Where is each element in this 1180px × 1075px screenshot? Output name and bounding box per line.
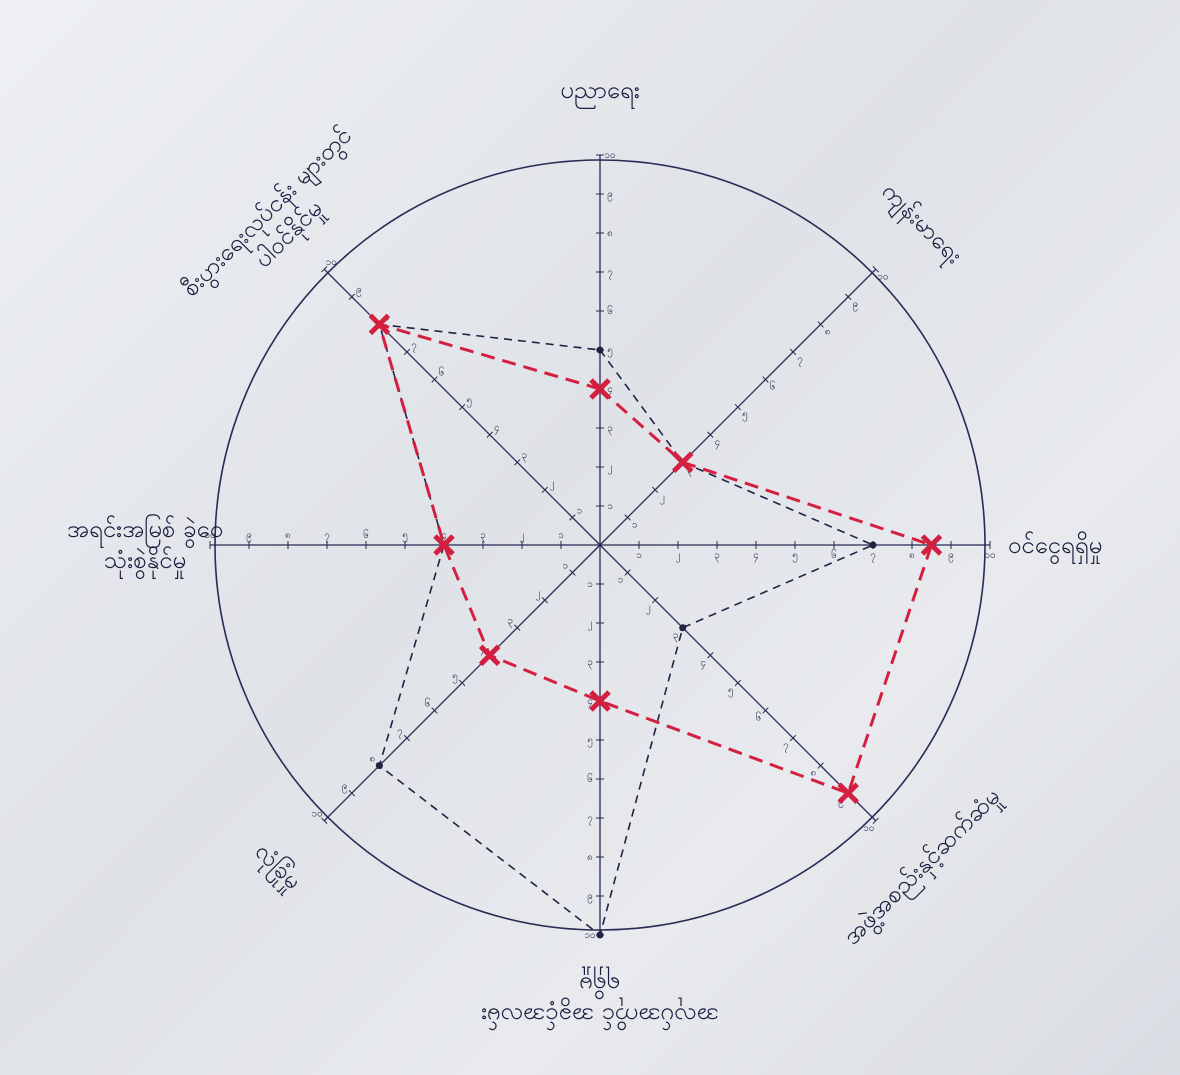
tick-label: ၆ bbox=[770, 380, 776, 393]
tick-label: ၈ bbox=[285, 530, 291, 541]
tick-label: ၂ bbox=[549, 478, 554, 491]
tick-label: ၅ bbox=[792, 550, 798, 563]
tick-label: ၅ bbox=[728, 685, 734, 698]
axis-label: ပညာရေး bbox=[470, 75, 730, 106]
tick-label: ၅ bbox=[587, 735, 593, 748]
axis-label: ဝင်ငွေရရှိမှု bbox=[965, 530, 1145, 561]
tick-label: ၈ bbox=[909, 550, 915, 561]
tick-label: ၇ bbox=[587, 813, 593, 826]
tick-label: ၅ bbox=[607, 345, 613, 358]
tick-label: ၁၀ bbox=[604, 150, 615, 161]
tick-label: ၃ bbox=[673, 630, 679, 643]
point-marker bbox=[597, 932, 604, 939]
tick-label: ၁၀ bbox=[877, 271, 888, 282]
tick-label: ၇ bbox=[783, 740, 789, 753]
tick-label: ၈ bbox=[607, 228, 613, 239]
tick-label: ၃ bbox=[587, 657, 593, 670]
tick-label: ၉ bbox=[607, 189, 613, 202]
tick-label: ၁ bbox=[607, 501, 613, 512]
tick-label: ၁ bbox=[587, 579, 593, 590]
tick-label: ၆ bbox=[363, 528, 369, 541]
tick-label: ၉ bbox=[356, 285, 362, 298]
tick-label: ၆ bbox=[607, 304, 613, 317]
tick-label: ၆ bbox=[587, 772, 593, 785]
tick-label: ၁ bbox=[563, 561, 569, 572]
tick-label: ၃ bbox=[522, 450, 528, 463]
series-line bbox=[379, 324, 873, 935]
tick-label: ၁ bbox=[618, 575, 624, 586]
point-marker bbox=[674, 453, 692, 471]
tick-label: ၇ bbox=[411, 340, 417, 353]
tick-label: ၄ bbox=[494, 423, 500, 436]
point-marker bbox=[870, 542, 877, 549]
tick-label: ၅ bbox=[742, 409, 748, 422]
point-marker bbox=[839, 784, 857, 802]
point-marker bbox=[376, 762, 383, 769]
axis-label: အလုပ်အကိုင် အခွင့်အလမ်းရရှိမှု bbox=[470, 969, 730, 1031]
tick-label: ၆ bbox=[756, 711, 762, 724]
point-marker bbox=[679, 624, 686, 631]
tick-label: ၄ bbox=[700, 657, 706, 670]
tick-label: ၁၀ bbox=[326, 257, 337, 268]
tick-label: ၁၀ bbox=[584, 930, 595, 941]
tick-label: ၂ bbox=[588, 618, 593, 631]
tick-label: ၇ bbox=[870, 550, 876, 563]
point-marker bbox=[597, 347, 604, 354]
tick-label: ၆ bbox=[425, 696, 431, 709]
tick-label: ၇ bbox=[607, 267, 613, 280]
tick-label: ၂ bbox=[535, 588, 540, 601]
paper: ၁၂၃၄၅၆၇၈၉၁၀၁၂၃၄၅၆၇၈၉၁၀၁၂၃၄၅၆၇၈၉၁၀၁၂၃၄၅၆၇… bbox=[0, 0, 1180, 1075]
tick-label: ၂ bbox=[676, 550, 681, 563]
series-line bbox=[379, 324, 931, 793]
tick-label: ၈ bbox=[369, 754, 375, 765]
tick-label: ၇ bbox=[397, 726, 403, 739]
point-marker bbox=[481, 646, 499, 664]
tick-label: ၁ bbox=[632, 519, 638, 530]
tick-label: ၅ bbox=[452, 671, 458, 684]
tick-label: ၄ bbox=[753, 550, 759, 563]
tick-label: ၂ bbox=[660, 492, 665, 505]
tick-label: ၈ bbox=[825, 326, 831, 337]
tick-label: ၁၀ bbox=[312, 809, 323, 820]
tick-label: ၈ bbox=[587, 852, 593, 863]
tick-label: ၃ bbox=[507, 616, 513, 629]
tick-label: ၃ bbox=[607, 423, 613, 436]
tick-label: ၁ bbox=[577, 505, 583, 516]
tick-label: ၃ bbox=[714, 550, 720, 563]
tick-label: ၈ bbox=[811, 768, 817, 779]
tick-label: ၂ bbox=[608, 462, 613, 475]
tick-label: ၆ bbox=[831, 548, 837, 561]
tick-label: ၂ bbox=[646, 602, 651, 615]
tick-label: ၁ bbox=[558, 530, 564, 541]
tick-label: ၉ bbox=[948, 550, 954, 563]
axis-label: အရင်းအမြစ် ခွဲဝေသုံးစွဲနိုင်မှု bbox=[55, 514, 235, 576]
tick-label: ၄ bbox=[715, 437, 721, 450]
tick-label: ၉ bbox=[342, 781, 348, 794]
tick-label: ၇ bbox=[797, 354, 803, 367]
tick-label: ၆ bbox=[439, 365, 445, 378]
tick-label: ၅ bbox=[466, 395, 472, 408]
tick-label: ၁၀ bbox=[863, 823, 874, 834]
tick-label: ၉ bbox=[852, 299, 858, 312]
tick-label: ၁ bbox=[636, 550, 642, 561]
tick-label: ၉ bbox=[587, 891, 593, 904]
